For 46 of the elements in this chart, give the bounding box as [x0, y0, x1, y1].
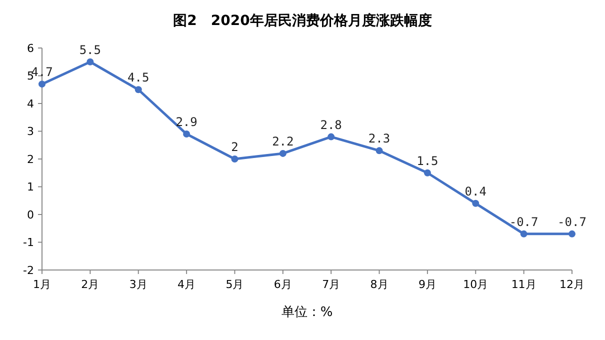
data-label: 1.5: [416, 154, 438, 168]
data-label: 2.2: [272, 134, 294, 148]
x-axis-title: 单位：%: [281, 305, 333, 320]
data-label: 2.3: [368, 132, 390, 146]
data-label: 5.5: [79, 42, 102, 57]
x-tick-label: 6月: [274, 278, 292, 291]
point: [86, 58, 94, 66]
point: [376, 147, 383, 154]
data-label: 2.9: [176, 115, 198, 130]
data-label: -0.7: [509, 214, 538, 229]
point: [183, 130, 190, 138]
y-tick-label: -2: [23, 264, 34, 277]
y-tick-label: 1: [27, 180, 34, 194]
point: [134, 86, 142, 94]
point: [520, 230, 528, 238]
point: [472, 200, 480, 207]
y-tick-label: 6: [27, 42, 34, 55]
y-tick-label: -1: [23, 236, 34, 250]
point: [38, 80, 46, 88]
x-tick-label: 8月: [370, 278, 388, 291]
point: [328, 133, 335, 140]
x-tick-label: 1月: [33, 278, 51, 291]
x-tick-label: 10月: [463, 278, 488, 291]
y-tick-label: 5: [27, 70, 34, 83]
x-tick-label: 5月: [226, 278, 244, 291]
x-tick-label: 4月: [178, 278, 196, 291]
point: [568, 230, 576, 238]
point: [231, 156, 238, 162]
data-label: 0.4: [464, 184, 486, 198]
data-label: 2: [231, 140, 238, 154]
x-tick-label: 3月: [129, 278, 148, 291]
x-tick-label: 9月: [418, 278, 436, 291]
y-tick-label: 4: [27, 97, 34, 110]
x-tick-label: 12月: [560, 278, 584, 291]
x-tick-label: 11月: [511, 278, 536, 291]
y-tick-label: 0: [27, 208, 34, 222]
y-tick-label: 2: [27, 152, 34, 166]
data-label: -0.7: [558, 214, 586, 229]
x-tick-label: 7月: [322, 278, 340, 291]
point: [424, 169, 431, 176]
x-tick-label: 2月: [81, 278, 100, 291]
y-tick-label: 3: [27, 125, 34, 138]
point: [279, 150, 286, 157]
data-label: 2.8: [320, 118, 342, 132]
chart-title: 图2 2020年居民消费价格月度涨跌幅度: [173, 12, 432, 29]
data-label: 4.5: [128, 70, 150, 85]
